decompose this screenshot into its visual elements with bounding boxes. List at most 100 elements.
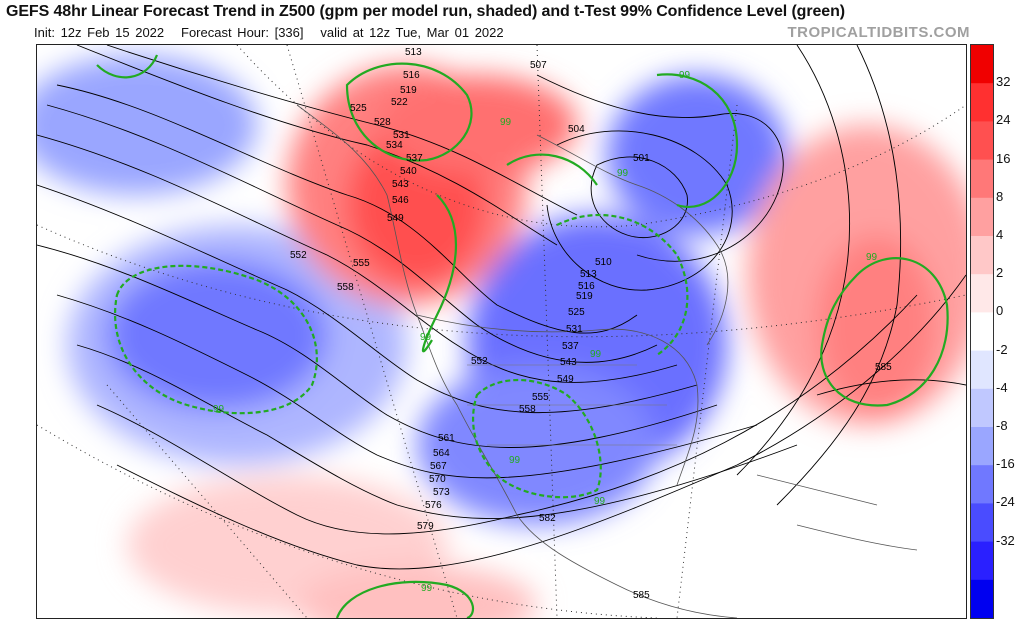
confidence-label: 99 [594, 496, 606, 507]
contour-label: 528 [374, 117, 391, 128]
confidence-contour [96, 54, 159, 79]
contour-label: 504 [568, 124, 585, 135]
confidence-label: 99 [590, 349, 602, 360]
confidence-label-layer: 99 99 99 99 99 99 99 99 99 99 [213, 70, 878, 594]
contour-line [776, 45, 902, 506]
shade-blob [107, 260, 327, 410]
contour-line [116, 274, 966, 570]
contour-label: 549 [557, 374, 574, 385]
contour-line [37, 244, 718, 448]
colorbar-bands [971, 45, 993, 619]
confidence-contour [421, 194, 457, 353]
contour-label: 585 [633, 590, 650, 601]
contour-label: 573 [433, 487, 450, 498]
contour-line [37, 134, 678, 383]
contour-label: 513 [405, 47, 422, 58]
subtitle: Init: 12z Feb 15 2022 Forecast Hour: [33… [34, 25, 504, 40]
contour-label: 522 [391, 97, 408, 108]
confidence-label: 99 [421, 583, 433, 594]
confidence-label: 99 [866, 252, 878, 263]
shade-blob [37, 55, 257, 195]
contour-line [37, 184, 698, 413]
colorbar-tick-label: -4 [996, 379, 1008, 395]
colorbar-tick-label: 16 [996, 150, 1011, 166]
lat-line [236, 45, 966, 228]
confidence-label: 99 [679, 70, 691, 81]
colorbar-tick-label: -8 [996, 418, 1008, 433]
colorbar-svg [971, 45, 993, 619]
confidence-label: 99 [500, 117, 512, 128]
contour-label: 513 [580, 269, 597, 280]
init-time: Init: 12z Feb 15 2022 [34, 25, 165, 40]
contour-label: 537 [562, 341, 579, 352]
contour-label: 501 [633, 153, 650, 164]
confidence-contour [345, 62, 473, 162]
contour-label: 537 [406, 153, 423, 164]
colorbar-band [971, 197, 993, 237]
coastline-layer [296, 104, 918, 618]
contour-label: 519 [576, 291, 593, 302]
contour-line [96, 294, 918, 535]
contour-line [106, 45, 578, 216]
colorbar-tick-label: -2 [996, 341, 1008, 357]
contour-line [76, 344, 798, 519]
colorbar-band [971, 579, 993, 619]
contour-label: 516 [578, 281, 595, 292]
colorbar-band [971, 159, 993, 199]
shading-layer [37, 55, 966, 618]
colorbar-band [971, 83, 993, 122]
shade-blob [297, 565, 537, 618]
contour-label: 582 [539, 513, 556, 524]
state-lines [467, 364, 677, 446]
colorbar-tick-label: -24 [996, 494, 1015, 510]
contour-line [56, 84, 638, 334]
contour-label: 585 [875, 362, 892, 373]
contour-label: 510 [595, 257, 612, 268]
contour-line [46, 104, 658, 363]
colorbar-band [971, 388, 993, 428]
forecast-hour: Forecast Hour: [336] [181, 25, 304, 40]
brand-watermark: TROPICALTIDBITS.COM [787, 24, 970, 41]
contour-label: 546 [392, 195, 409, 206]
contour-label: 525 [350, 103, 367, 114]
confidence-label: 99 [213, 404, 225, 415]
contour-line [536, 74, 784, 262]
contour-line [816, 379, 966, 396]
colorbar-tick-label: -16 [996, 456, 1015, 472]
contour-layer [37, 45, 966, 570]
contour-label: 549 [387, 213, 404, 224]
colorbar-band [971, 350, 993, 390]
contour-label: 555 [353, 258, 370, 269]
colorbar-tick-label: 4 [996, 227, 1004, 242]
contour-label: 543 [560, 357, 577, 368]
contour-line [590, 156, 688, 239]
contour-label: 579 [417, 521, 434, 532]
lat-line [37, 424, 658, 618]
colorbar-tick-label: 32 [996, 74, 1011, 90]
contour-label: 570 [429, 474, 446, 485]
colorbar-band [971, 45, 993, 84]
contour-label: 525 [568, 307, 585, 318]
colorbar-band [971, 121, 993, 161]
colorbar-band [971, 465, 993, 504]
confidence-contour [335, 580, 475, 618]
contour-label: 519 [400, 85, 417, 96]
colorbar-band [971, 236, 993, 275]
colorbar-tick-label: -32 [996, 532, 1015, 548]
confidence-contour [472, 379, 602, 499]
map-svg: 513 516 519 522 525 528 531 534 537 540 … [37, 45, 966, 618]
confidence-label: 99 [509, 455, 521, 466]
map-panel: 513 516 519 522 525 528 531 534 537 540 … [36, 44, 967, 619]
colorbar-band [971, 503, 993, 543]
shade-blob [377, 75, 577, 175]
contour-line [76, 45, 558, 246]
contour-label: 558 [337, 282, 354, 293]
contour-label: 552 [290, 250, 307, 261]
contour-label: 552 [471, 356, 488, 367]
colorbar-band [971, 541, 993, 581]
contour-line [56, 294, 758, 479]
contour-label-layer: 513 516 519 522 525 528 531 534 537 540 … [290, 47, 892, 601]
contour-line [546, 130, 733, 291]
contour-label: 516 [403, 70, 420, 81]
confidence-label: 99 [617, 168, 629, 179]
